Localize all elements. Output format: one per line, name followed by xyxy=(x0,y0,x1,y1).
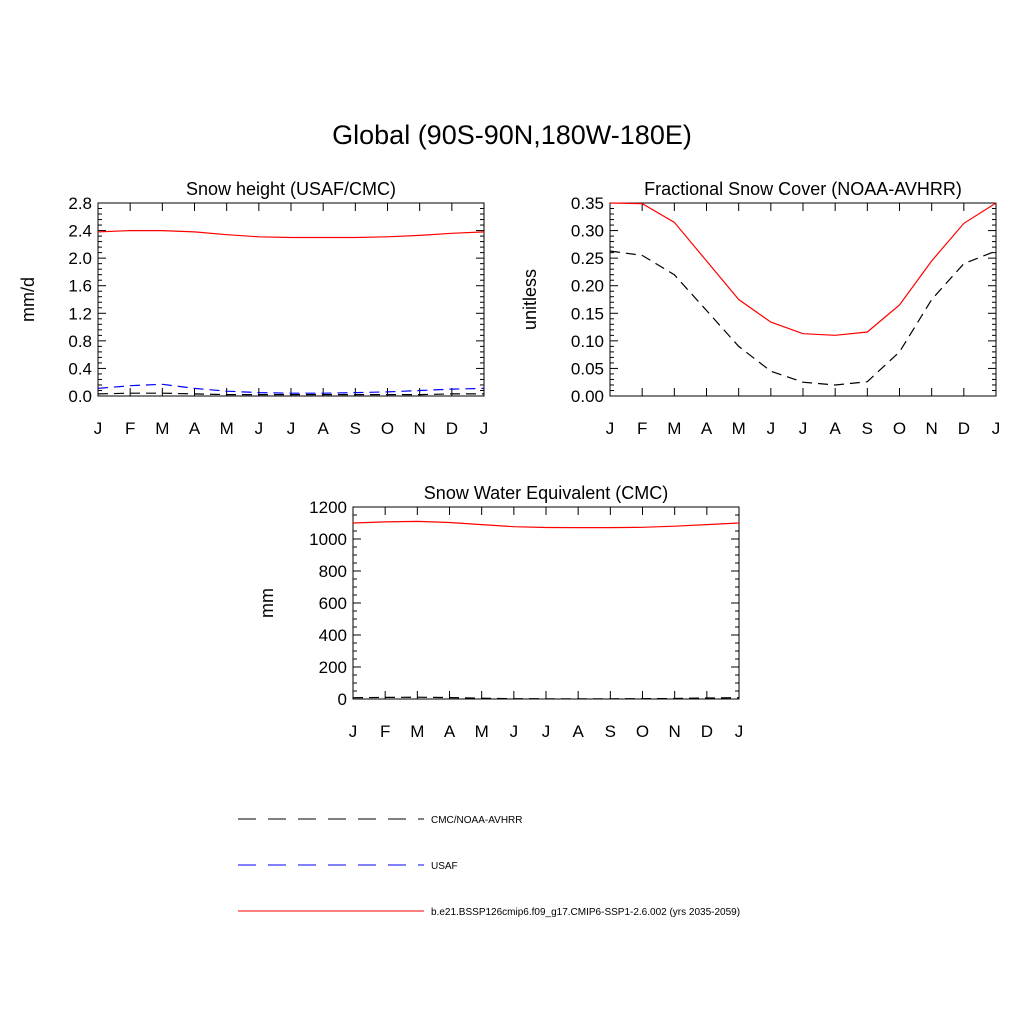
y-tick-label: 0.8 xyxy=(68,332,92,351)
y-tick-label: 0.25 xyxy=(571,249,604,268)
x-tick-label: D xyxy=(958,419,970,438)
series-line xyxy=(97,230,485,239)
x-tick-label: J xyxy=(510,722,519,741)
x-tick-label: O xyxy=(636,722,649,741)
y-tick-label: 1.2 xyxy=(68,304,92,323)
y-tick-label: 0.35 xyxy=(571,194,604,213)
x-tick-label: J xyxy=(255,419,264,438)
series-line xyxy=(352,696,740,700)
y-tick-label: 1.6 xyxy=(68,277,92,296)
legend-label: b.e21.BSSP126cmip6.f09_g17.CMIP6-SSP1-2.… xyxy=(431,907,740,918)
y-tick-label: 0.00 xyxy=(571,387,604,406)
y-tick-label: 2.0 xyxy=(68,249,92,268)
y-tick-label: 0.0 xyxy=(68,387,92,406)
x-tick-label: S xyxy=(862,419,873,438)
x-tick-label: J xyxy=(542,722,551,741)
y-tick-label: 0.4 xyxy=(68,359,92,378)
x-tick-label: J xyxy=(94,419,103,438)
series-line xyxy=(97,392,484,396)
snow-cover-panel: Fractional Snow Cover (NOAA-AVHRR) unitle… xyxy=(520,179,1000,438)
x-tick-label: S xyxy=(605,722,616,741)
legend-label: CMC/NOAA-AVHRR xyxy=(431,815,522,826)
y-tick-label: 2.8 xyxy=(68,194,92,213)
y-axis-label: mm/d xyxy=(18,277,38,322)
panel-title: Fractional Snow Cover (NOAA-AVHRR) xyxy=(644,179,962,199)
y-tick-label: 0.10 xyxy=(571,332,604,351)
series-line xyxy=(97,383,485,394)
x-tick-label: J xyxy=(767,419,776,438)
plot-frame xyxy=(97,202,485,397)
series-line xyxy=(609,250,997,386)
y-tick-label: 600 xyxy=(319,594,347,613)
x-tick-label: M xyxy=(220,419,234,438)
y-tick-label: 800 xyxy=(319,562,347,581)
y-tick-label: 200 xyxy=(319,658,347,677)
y-tick-label: 0 xyxy=(338,690,347,709)
x-tick-label: M xyxy=(410,722,424,741)
x-tick-label: F xyxy=(380,722,390,741)
y-tick-label: 400 xyxy=(319,626,347,645)
x-tick-label: M xyxy=(155,419,169,438)
x-tick-label: J xyxy=(992,419,1001,438)
y-tick-label: 0.05 xyxy=(571,359,604,378)
x-tick-label: O xyxy=(381,419,394,438)
x-tick-label: M xyxy=(667,419,681,438)
y-axis-label: mm xyxy=(257,588,277,618)
y-tick-label: 1200 xyxy=(309,498,347,517)
x-tick-label: J xyxy=(480,419,489,438)
x-tick-label: M xyxy=(732,419,746,438)
swe-panel: Snow Water Equivalent (CMC) mm 0 200 400 600 8… xyxy=(257,483,743,741)
x-tick-label: A xyxy=(189,419,201,438)
x-tick-label: A xyxy=(829,419,841,438)
figure-title: Global (90S-90N,180W-180E) xyxy=(332,120,692,150)
x-tick-label: J xyxy=(735,722,744,741)
x-tick-label: F xyxy=(125,419,135,438)
x-tick-label: A xyxy=(572,722,584,741)
y-axis-label: unitless xyxy=(520,269,540,330)
x-tick-label: D xyxy=(701,722,713,741)
x-tick-label: N xyxy=(926,419,938,438)
y-tick-label: 1000 xyxy=(309,530,347,549)
x-tick-label: A xyxy=(444,722,456,741)
plot-frame xyxy=(352,506,740,700)
legend-label: USAF xyxy=(431,861,458,872)
series-line xyxy=(609,202,997,336)
panel-title: Snow Water Equivalent (CMC) xyxy=(424,483,668,503)
y-tick-label: 2.4 xyxy=(68,222,92,241)
x-tick-label: N xyxy=(414,419,426,438)
x-tick-label: M xyxy=(475,722,489,741)
x-tick-label: J xyxy=(606,419,615,438)
x-tick-label: N xyxy=(669,722,681,741)
x-tick-label: J xyxy=(287,419,296,438)
x-tick-label: A xyxy=(701,419,713,438)
x-tick-label: F xyxy=(637,419,647,438)
y-tick-label: 0.15 xyxy=(571,304,604,323)
x-tick-label: O xyxy=(893,419,906,438)
x-tick-label: A xyxy=(317,419,329,438)
legend: CMC/NOAA-AVHRR USAF b.e21.BSSP126cmip6.f09… xyxy=(238,815,740,918)
plot-frame xyxy=(609,202,997,397)
x-tick-label: S xyxy=(350,419,361,438)
series-line xyxy=(352,520,740,529)
x-tick-label: J xyxy=(799,419,808,438)
panel-title: Snow height (USAF/CMC) xyxy=(186,179,396,199)
snow-height-panel: Snow height (USAF/CMC) mm/d 0.0 0.4 0.8 1.2 1.… xyxy=(18,179,488,438)
y-tick-label: 0.30 xyxy=(571,222,604,241)
y-tick-label: 0.20 xyxy=(571,277,604,296)
x-tick-label: J xyxy=(349,722,358,741)
x-tick-label: D xyxy=(446,419,458,438)
